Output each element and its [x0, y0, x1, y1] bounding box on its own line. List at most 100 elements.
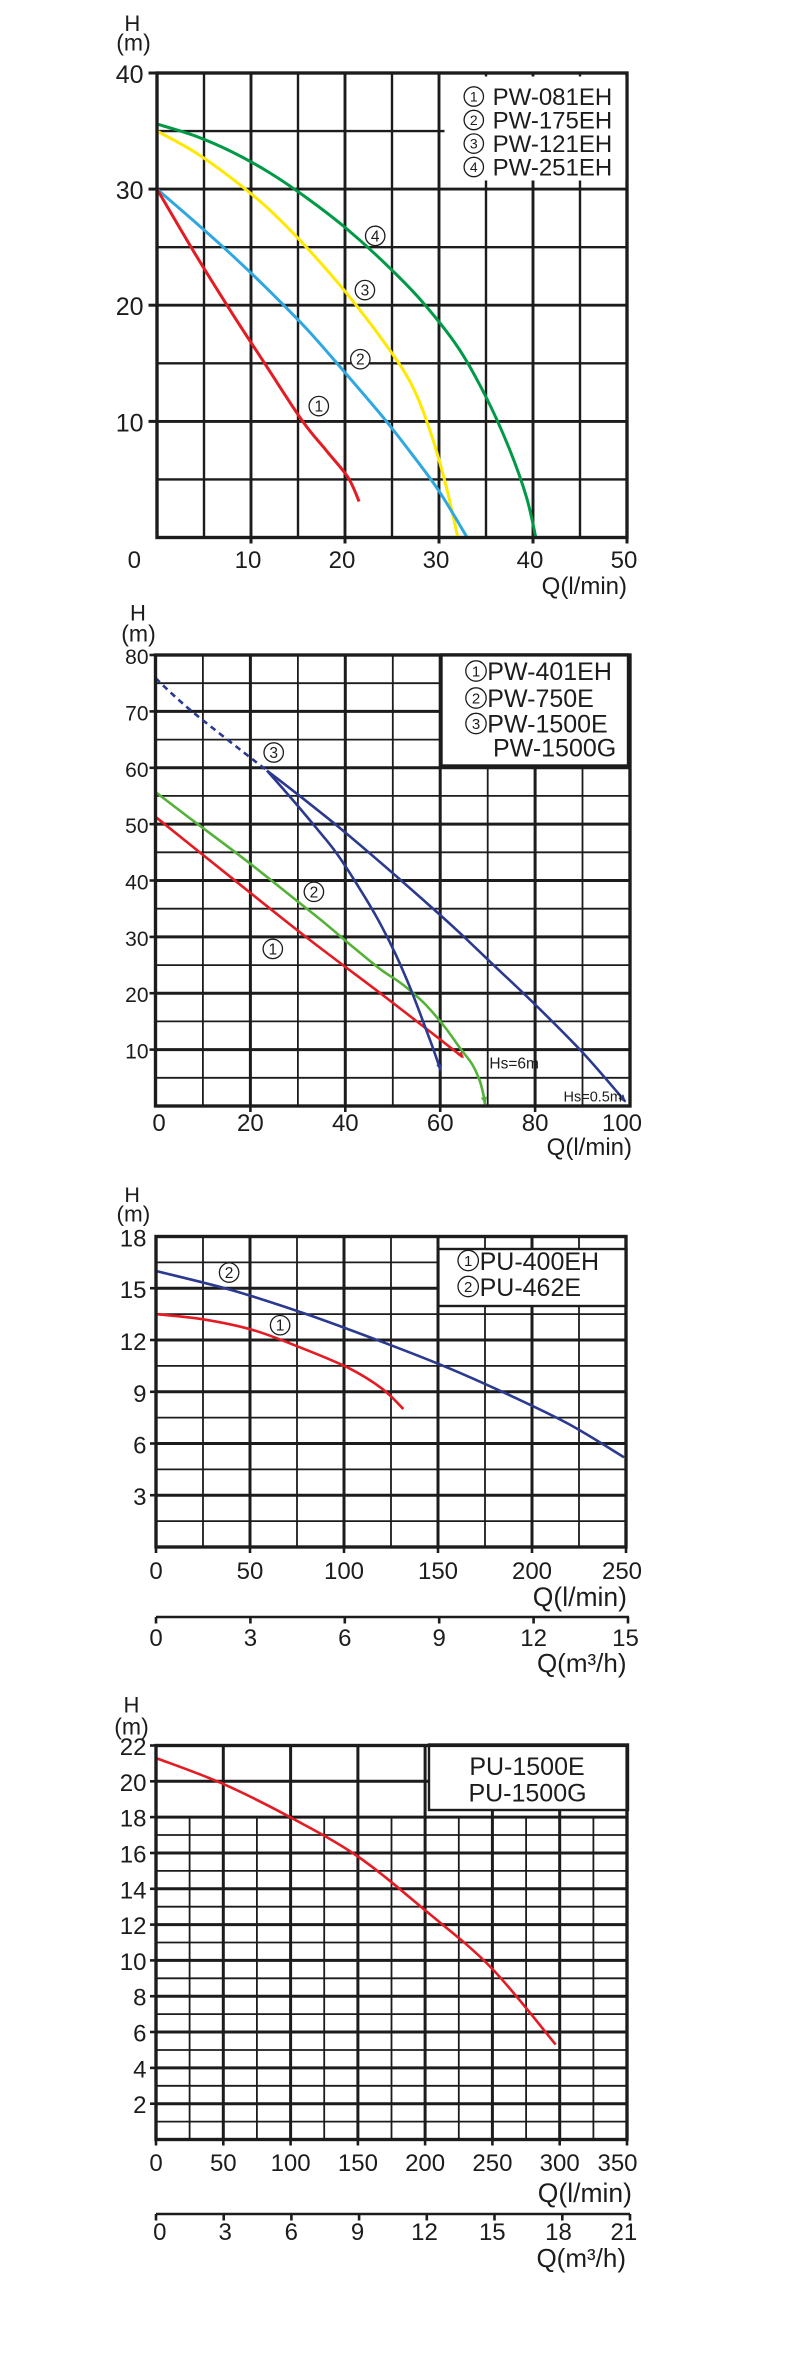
- svg-text:50: 50: [611, 547, 638, 574]
- svg-text:50: 50: [210, 2150, 237, 2177]
- svg-text:(m): (m): [121, 621, 155, 647]
- svg-text:20: 20: [125, 984, 148, 1007]
- svg-text:2: 2: [133, 2092, 146, 2119]
- svg-text:PU-400EH: PU-400EH: [480, 1248, 599, 1276]
- svg-text:0: 0: [149, 1558, 162, 1585]
- svg-text:12: 12: [520, 1625, 547, 1652]
- svg-text:250: 250: [602, 1558, 642, 1585]
- svg-text:Q(l/min): Q(l/min): [533, 1582, 627, 1612]
- svg-text:PW-081EH: PW-081EH: [493, 84, 613, 111]
- svg-text:3: 3: [133, 1484, 146, 1511]
- svg-text:PW-1500E: PW-1500E: [487, 711, 607, 739]
- svg-text:50: 50: [125, 815, 148, 838]
- svg-text:2: 2: [356, 352, 365, 369]
- svg-text:80: 80: [522, 1110, 549, 1137]
- svg-text:0: 0: [152, 1110, 165, 1137]
- svg-text:20: 20: [329, 547, 356, 574]
- svg-text:0: 0: [153, 2219, 166, 2246]
- svg-text:30: 30: [125, 928, 148, 951]
- svg-text:6: 6: [133, 2021, 146, 2048]
- svg-text:PU-1500G: PU-1500G: [468, 1780, 586, 1808]
- svg-text:100: 100: [271, 2150, 311, 2177]
- svg-text:21: 21: [611, 2219, 638, 2246]
- svg-text:70: 70: [125, 702, 148, 725]
- svg-text:20: 20: [120, 1770, 147, 1797]
- svg-text:1: 1: [470, 89, 478, 105]
- svg-text:80: 80: [125, 646, 148, 669]
- svg-text:6: 6: [133, 1433, 146, 1460]
- svg-text:2: 2: [472, 690, 480, 707]
- svg-text:3: 3: [219, 2219, 232, 2246]
- svg-text:2: 2: [464, 1279, 472, 1296]
- svg-text:10: 10: [125, 1041, 148, 1064]
- svg-text:Q(m³/h): Q(m³/h): [537, 1648, 627, 1678]
- svg-text:40: 40: [332, 1110, 359, 1137]
- svg-text:PW-121EH: PW-121EH: [493, 131, 613, 158]
- svg-text:250: 250: [472, 2150, 512, 2177]
- svg-text:Q(l/min): Q(l/min): [538, 2178, 632, 2208]
- svg-text:1: 1: [276, 1318, 285, 1335]
- svg-text:200: 200: [512, 1558, 552, 1585]
- svg-text:3: 3: [244, 1625, 257, 1652]
- svg-text:200: 200: [405, 2150, 445, 2177]
- svg-text:14: 14: [120, 1877, 147, 1904]
- svg-text:40: 40: [517, 547, 544, 574]
- svg-text:(m): (m): [116, 30, 150, 56]
- svg-text:3: 3: [269, 745, 278, 762]
- svg-text:15: 15: [612, 1625, 639, 1652]
- svg-text:12: 12: [120, 1329, 147, 1356]
- svg-text:Q(l/min): Q(l/min): [547, 1134, 632, 1161]
- svg-text:0: 0: [128, 547, 141, 574]
- svg-text:10: 10: [116, 409, 144, 437]
- svg-text:PU-462E: PU-462E: [480, 1274, 581, 1302]
- svg-text:18: 18: [120, 1806, 147, 1833]
- svg-text:9: 9: [433, 1625, 446, 1652]
- svg-text:20: 20: [116, 293, 144, 321]
- svg-text:3: 3: [361, 283, 370, 300]
- svg-text:0: 0: [149, 1625, 162, 1652]
- svg-text:100: 100: [602, 1110, 642, 1137]
- svg-text:9: 9: [351, 2219, 364, 2246]
- svg-text:PW-401EH: PW-401EH: [487, 658, 612, 686]
- svg-text:300: 300: [540, 2150, 580, 2177]
- svg-text:12: 12: [120, 1913, 147, 1940]
- svg-text:15: 15: [120, 1277, 147, 1304]
- svg-text:PW-251EH: PW-251EH: [493, 154, 613, 181]
- svg-text:Q(l/min): Q(l/min): [542, 573, 627, 600]
- svg-text:30: 30: [116, 177, 144, 205]
- svg-text:20: 20: [237, 1110, 264, 1137]
- svg-text:60: 60: [125, 759, 148, 782]
- svg-text:PU-1500E: PU-1500E: [469, 1753, 584, 1781]
- svg-text:2: 2: [225, 1265, 234, 1282]
- svg-text:PW-750E: PW-750E: [487, 685, 594, 713]
- svg-text:H: H: [124, 1693, 140, 1718]
- svg-text:150: 150: [338, 2150, 378, 2177]
- svg-text:PW-175EH: PW-175EH: [493, 107, 613, 134]
- svg-text:6: 6: [338, 1625, 351, 1652]
- svg-text:15: 15: [479, 2219, 506, 2246]
- svg-text:H: H: [124, 11, 140, 36]
- svg-text:Q(m³/h): Q(m³/h): [536, 2243, 626, 2273]
- svg-text:22: 22: [120, 1734, 147, 1761]
- svg-text:Hs=6m: Hs=6m: [489, 1056, 539, 1073]
- svg-text:9: 9: [133, 1381, 146, 1408]
- svg-text:1: 1: [472, 663, 480, 680]
- svg-text:(m): (m): [117, 1202, 151, 1227]
- svg-text:3: 3: [472, 716, 480, 733]
- svg-text:12: 12: [411, 2219, 438, 2246]
- svg-text:350: 350: [597, 2150, 637, 2177]
- svg-text:1: 1: [314, 399, 323, 416]
- svg-text:0: 0: [149, 2150, 162, 2177]
- svg-text:4: 4: [371, 228, 380, 245]
- svg-text:60: 60: [427, 1110, 454, 1137]
- svg-text:16: 16: [120, 1842, 147, 1869]
- svg-text:(m): (m): [114, 1714, 148, 1740]
- svg-text:18: 18: [545, 2219, 572, 2246]
- svg-text:H: H: [130, 600, 146, 625]
- svg-text:8: 8: [133, 1985, 146, 2012]
- svg-text:PW-1500G: PW-1500G: [493, 735, 616, 763]
- svg-text:40: 40: [116, 61, 144, 89]
- svg-text:Hs=0.5m: Hs=0.5m: [564, 1090, 622, 1106]
- svg-text:2: 2: [310, 884, 319, 901]
- svg-text:10: 10: [120, 1949, 147, 1976]
